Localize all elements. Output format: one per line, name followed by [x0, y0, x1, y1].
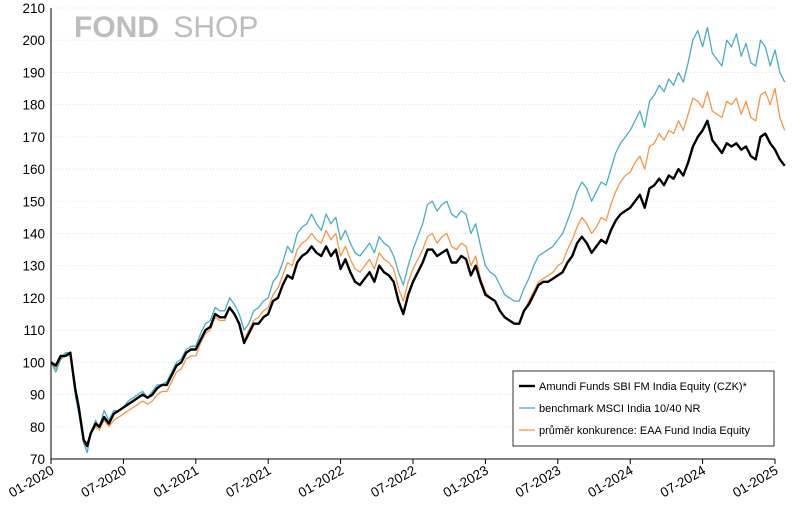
- logo-part-2: SHOP: [173, 11, 258, 44]
- x-tick-label: 07-2023: [513, 463, 563, 501]
- series-line: [50, 26, 786, 454]
- y-tick-label: 180: [22, 98, 45, 113]
- x-tick-label: 07-2021: [223, 463, 273, 501]
- x-tick-label: 01-2024: [585, 462, 636, 500]
- x-tick-label: 01-2020: [6, 463, 56, 501]
- x-tick-label: 07-2022: [368, 463, 418, 501]
- y-tick-label: 100: [22, 355, 45, 370]
- plot-area: [50, 26, 786, 454]
- x-tick-label: 01-2022: [296, 463, 346, 501]
- y-tick-label: 210: [22, 1, 45, 16]
- legend-box: [512, 370, 775, 447]
- x-tick-label: 07-2020: [78, 463, 128, 501]
- y-tick-label: 70: [30, 452, 45, 467]
- x-tick-label: 01-2025: [730, 463, 780, 501]
- y-tick-label: 120: [22, 291, 45, 306]
- logo-part-1: FOND: [74, 11, 159, 44]
- y-tick-label: 140: [22, 227, 45, 242]
- legend-label: benchmark MSCI India 10/40 NR: [539, 403, 700, 415]
- svg-text:FOND SHOP: FOND SHOP: [74, 11, 258, 44]
- y-tick-label: 160: [22, 162, 45, 177]
- legend: Amundi Funds SBI FM India Equity (CZK)* b…: [512, 370, 775, 447]
- y-tick-label: 80: [30, 420, 45, 435]
- x-tick-label: 01-2023: [440, 463, 490, 501]
- y-tick-label: 130: [22, 259, 45, 274]
- series-line: [50, 87, 786, 444]
- y-tick-label: 170: [22, 130, 45, 145]
- y-tick-label: 150: [22, 194, 45, 209]
- legend-label: průměr konkurence: EAA Fund India Equity: [539, 425, 750, 437]
- y-tick-label: 190: [22, 65, 45, 80]
- series-line: [50, 119, 786, 448]
- x-tick-label: 07-2024: [658, 462, 709, 500]
- y-tick-label: 200: [22, 33, 45, 48]
- gridlines: [51, 7, 775, 428]
- y-tick-label: 90: [30, 388, 45, 403]
- y-tick-label: 110: [23, 323, 45, 338]
- logo: FOND SHOP: [74, 11, 258, 44]
- legend-label: Amundi Funds SBI FM India Equity (CZK)*: [539, 381, 748, 393]
- x-tick-label: 01-2021: [151, 463, 201, 501]
